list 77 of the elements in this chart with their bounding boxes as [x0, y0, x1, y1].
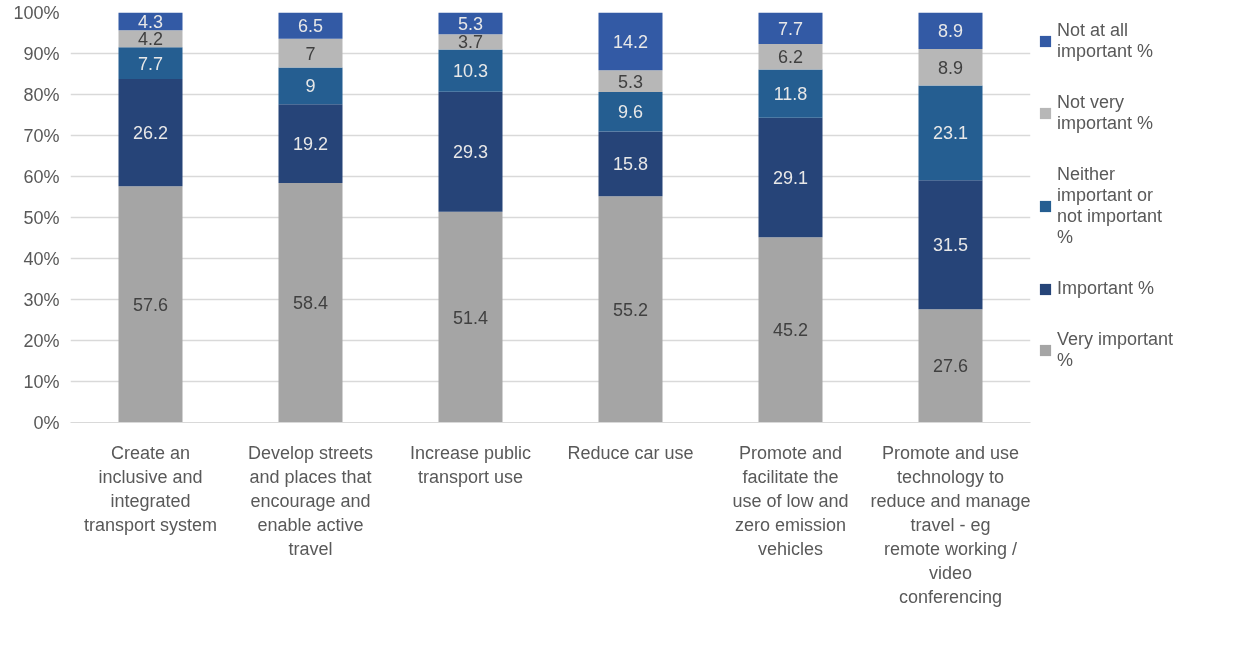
data-label: 7: [305, 43, 316, 64]
data-label: 5.3: [457, 13, 484, 34]
bar: [118, 186, 183, 423]
legend-label: Not very important %: [1057, 92, 1154, 134]
x-tick-label: Promote and facilitate the use of low and zero emission vehicles: [732, 442, 849, 559]
y-tick-label: 60%: [23, 166, 60, 187]
legend-label: Important %: [1057, 278, 1155, 299]
y-tick-label: 20%: [23, 330, 60, 351]
data-label: 7.7: [137, 53, 164, 74]
data-label: 10.3: [452, 61, 489, 82]
data-label: 4.3: [137, 11, 164, 32]
data-label: 31.5: [932, 235, 969, 256]
y-tick-label: 80%: [23, 84, 60, 105]
data-label: 55.2: [612, 299, 649, 320]
legend-label: Neither important or not important %: [1057, 164, 1163, 248]
bar: [598, 131, 663, 197]
x-tick-label: Promote and use technology to reduce and manage travel - eg remote working / video conferencing: [870, 442, 1031, 607]
data-label: 4.2: [137, 29, 164, 50]
data-label: 45.2: [772, 320, 809, 341]
bar: [438, 49, 503, 92]
x-tick-label: Reduce car use: [567, 442, 694, 463]
data-label: 9.6: [617, 102, 644, 123]
bar: [918, 309, 983, 423]
x-tick-label: Develop streets and places that encourage and enable active travel: [247, 442, 374, 559]
x-tick-label: Increase public transport use: [409, 442, 532, 487]
bar: [918, 85, 983, 181]
data-label: 8.9: [937, 57, 964, 78]
data-label: 29.3: [452, 142, 489, 163]
data-label: 58.4: [292, 293, 329, 314]
y-tick-label: 10%: [23, 371, 60, 392]
data-label: 57.6: [132, 294, 169, 315]
data-label: 11.8: [773, 84, 808, 105]
bar: [118, 78, 183, 187]
legend-label: Not at all important %: [1057, 20, 1154, 62]
bar: [278, 67, 343, 105]
bar: [118, 47, 183, 79]
bar: [758, 117, 823, 238]
y-tick-label: 90%: [23, 43, 60, 64]
data-label: 9: [305, 76, 316, 97]
bar: [278, 183, 343, 423]
bar: [438, 91, 503, 212]
bar: [598, 196, 663, 423]
data-label: 51.4: [452, 307, 489, 328]
data-label: 8.9: [937, 21, 964, 42]
data-label: 14.2: [612, 31, 649, 52]
y-tick-label: 70%: [23, 125, 60, 146]
bar: [598, 12, 663, 71]
bar: [758, 237, 823, 423]
data-label: 26.2: [132, 123, 169, 144]
data-label: 23.1: [932, 123, 969, 144]
bar: [598, 70, 663, 93]
bar: [918, 48, 983, 86]
data-label: 6.2: [777, 47, 804, 68]
data-label: 5.3: [617, 71, 644, 92]
y-tick-label: 50%: [23, 207, 60, 228]
data-label: 7.7: [777, 18, 804, 39]
y-tick-label: 30%: [23, 289, 60, 310]
legend-label: Very important %: [1057, 329, 1174, 371]
bar: [278, 12, 343, 39]
x-tick-label: Create an inclusive and integrated transport system: [83, 442, 218, 535]
bar: [758, 69, 823, 118]
data-label: 6.5: [297, 15, 324, 36]
y-tick-label: 0%: [33, 412, 60, 433]
bar: [918, 12, 983, 49]
y-tick-label: 40%: [23, 248, 60, 269]
data-label: 15.8: [612, 154, 649, 175]
data-label: 19.2: [292, 134, 329, 155]
bar: [278, 104, 343, 184]
bar: [918, 180, 983, 310]
data-label: 27.6: [932, 356, 969, 377]
bar: [758, 12, 823, 45]
data-label: 29.1: [772, 168, 809, 189]
data-label: 3.7: [457, 32, 484, 53]
bar: [598, 92, 663, 132]
bar: [278, 38, 343, 68]
y-tick-label: 100%: [13, 2, 60, 23]
bar: [438, 211, 503, 423]
